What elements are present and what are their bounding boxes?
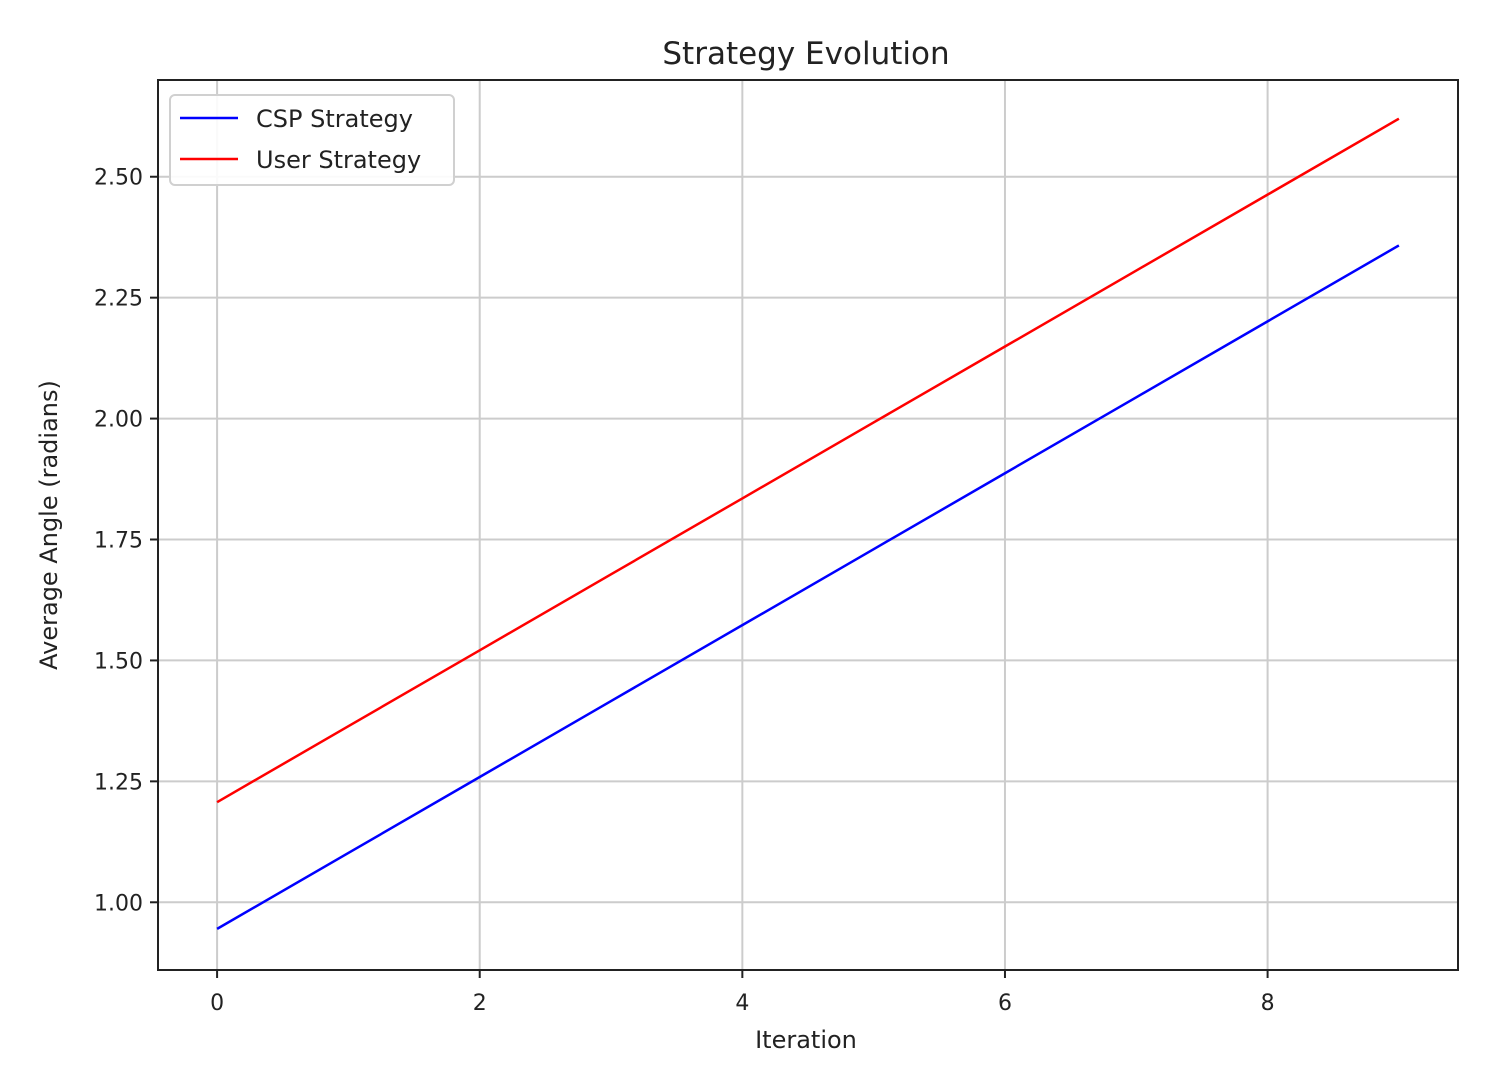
- legend: CSP Strategy User Strategy: [169, 94, 455, 186]
- plot-series: [216, 117, 1400, 930]
- y-tick-label: 2.50: [94, 166, 143, 191]
- series-line-user-strategy: [216, 117, 1400, 804]
- grid: [158, 80, 1458, 970]
- x-axis-label: Iteration: [755, 1026, 857, 1054]
- legend-box: [169, 94, 455, 186]
- y-axis-label: Average Angle (radians): [35, 380, 63, 670]
- x-tick-label: 0: [210, 991, 224, 1016]
- x-tick-label: 6: [998, 991, 1012, 1016]
- x-tick-label: 2: [473, 991, 487, 1016]
- series-line-csp-strategy: [216, 244, 1400, 930]
- legend-label-csp-strategy: CSP Strategy: [256, 105, 413, 133]
- y-tick-label: 1.25: [94, 770, 143, 795]
- y-tick-label: 2.00: [94, 408, 143, 433]
- axis-ticks: 0 2 4 6 8 1.00 1.25 1.50 1.75 2.00 2.25 2.50: [94, 166, 1275, 1016]
- y-tick-label: 2.25: [94, 287, 143, 312]
- plot-area-frame: [157, 79, 1459, 971]
- legend-label-user-strategy: User Strategy: [256, 146, 421, 174]
- x-tick-label: 8: [1261, 991, 1275, 1016]
- x-tick-label: 4: [735, 991, 749, 1016]
- chart-title: Strategy Evolution: [662, 36, 949, 72]
- y-tick-label: 1.50: [94, 649, 143, 674]
- y-tick-label: 1.75: [94, 529, 143, 554]
- y-tick-label: 1.00: [94, 891, 143, 916]
